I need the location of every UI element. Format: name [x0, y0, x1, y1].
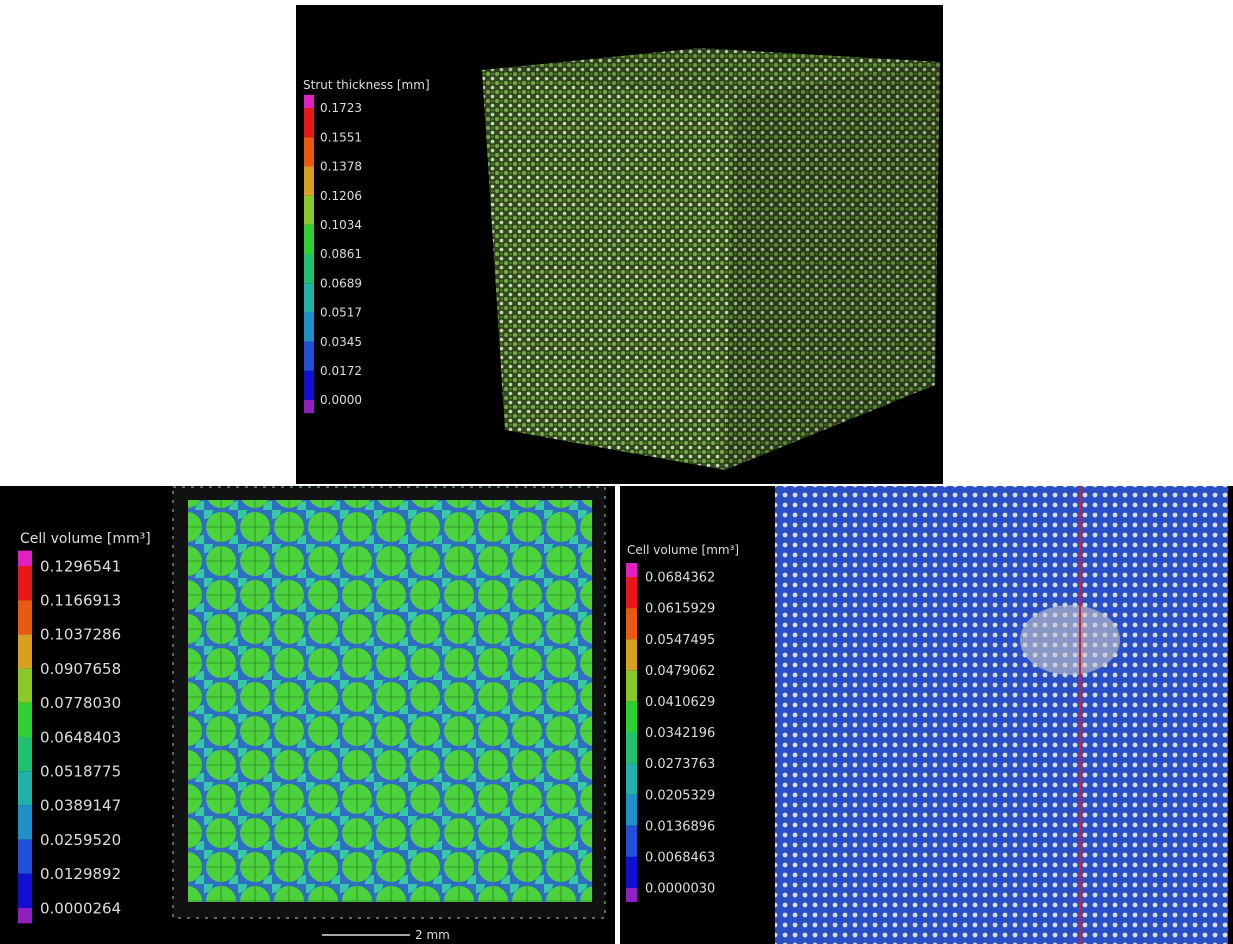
artifact [1020, 605, 1120, 675]
legend-swatch [304, 95, 314, 108]
legend-swatch [304, 196, 314, 225]
cell-map [188, 500, 592, 902]
legend-label: 0.0479062 [645, 664, 715, 679]
legend-swatch [626, 701, 637, 732]
legend-swatch [18, 771, 32, 805]
legend-swatch [18, 805, 32, 839]
legend-label: 0.0273763 [645, 757, 715, 772]
legend-swatch [18, 566, 32, 600]
legend-swatch [18, 703, 32, 737]
legend-swatch [18, 840, 32, 874]
legend-label: 0.0547495 [645, 633, 715, 648]
legend-swatch [626, 888, 637, 902]
panel-a: (A) Strut thickness [mm] 0.17230.15510.1… [296, 5, 943, 484]
legend-label: 0.1166913 [40, 591, 121, 609]
panel-label: (B) [8, 491, 45, 522]
legend-label: 0.0000264 [40, 899, 121, 917]
legend-swatch [18, 908, 32, 923]
legend-label: 0.0615929 [645, 602, 715, 617]
legend-swatch [626, 795, 637, 826]
legend-label: 0.0172 [320, 364, 362, 378]
legend-label: 0.0068463 [645, 850, 715, 865]
legend-label: 0.1378 [320, 160, 362, 174]
panel-label: (C) [623, 491, 662, 522]
legend-swatch [626, 857, 637, 888]
legend-swatch [626, 764, 637, 795]
legend-swatch [626, 563, 637, 577]
legend-swatch [304, 108, 314, 137]
cube-front [482, 70, 735, 470]
legend-title: Cell volume [mm³] [627, 543, 739, 557]
legend-title: Strut thickness [mm] [303, 78, 430, 92]
legend-label: 0.1206 [320, 189, 362, 203]
legend-label: 0.0259520 [40, 831, 121, 849]
legend-label: 0.1723 [320, 101, 362, 115]
legend-swatch [626, 577, 637, 608]
figure: (A) Strut thickness [mm] 0.17230.15510.1… [0, 0, 1233, 944]
legend-label: 0.0389147 [40, 797, 121, 815]
legend-swatch [626, 639, 637, 670]
legend-label: 0.1034 [320, 218, 362, 232]
legend-label: 0.1037286 [40, 626, 121, 644]
legend-label: 0.1296541 [40, 557, 121, 575]
legend-label: 0.0000 [320, 393, 362, 407]
legend-label: 0.0861 [320, 247, 362, 261]
legend-swatch [304, 371, 314, 400]
panel-label: (A) [299, 9, 338, 40]
legend-label: 0.0778030 [40, 694, 121, 712]
legend-label: 0.0518775 [40, 762, 121, 780]
cell-map [775, 486, 1228, 944]
legend-swatch [626, 733, 637, 764]
legend-swatch [304, 342, 314, 371]
legend-swatch [304, 312, 314, 341]
legend-swatch [18, 737, 32, 771]
legend-label: 0.0345 [320, 335, 362, 349]
legend-label: 0.0342196 [645, 726, 715, 741]
legend-swatch [304, 137, 314, 166]
legend-swatch [304, 166, 314, 195]
legend-label: 0.0907658 [40, 660, 121, 678]
legend-swatch [304, 254, 314, 283]
legend-label: 0.0517 [320, 306, 362, 320]
legend: 0.1723 0.1551 0.1378 0.1206 0.1034 0.0861 0.06… [304, 95, 362, 413]
legend-label: 0.1551 [320, 130, 362, 144]
legend-swatch [626, 608, 637, 639]
legend-swatch [18, 634, 32, 668]
legend-label: 0.0689 [320, 276, 362, 290]
legend-swatch [304, 400, 314, 413]
legend-label: 0.0648403 [40, 728, 121, 746]
legend-swatch [626, 670, 637, 701]
legend-swatch [304, 283, 314, 312]
legend-swatch [18, 600, 32, 634]
legend-title: Cell volume [mm³] [20, 531, 151, 547]
legend-swatch [18, 669, 32, 703]
panel-c: (C) Cell volume [mm³] 0.0684362 0.0615929… [620, 486, 1233, 944]
legend-label: 0.0129892 [40, 865, 121, 883]
legend-label: 0.0205329 [645, 788, 715, 803]
panel-b: 2 mm (B) Cell volume [mm³] 0.1296541 0.11… [0, 486, 615, 944]
legend-swatch [626, 826, 637, 857]
legend-label: 0.0410629 [645, 695, 715, 710]
legend-swatch [304, 225, 314, 254]
legend-label: 0.0000030 [645, 882, 715, 897]
legend-label: 0.0136896 [645, 819, 715, 834]
legend-swatch [18, 874, 32, 908]
scale-bar-label: 2 mm [415, 928, 450, 942]
legend-swatch [18, 551, 32, 566]
legend-label: 0.0684362 [645, 571, 715, 586]
